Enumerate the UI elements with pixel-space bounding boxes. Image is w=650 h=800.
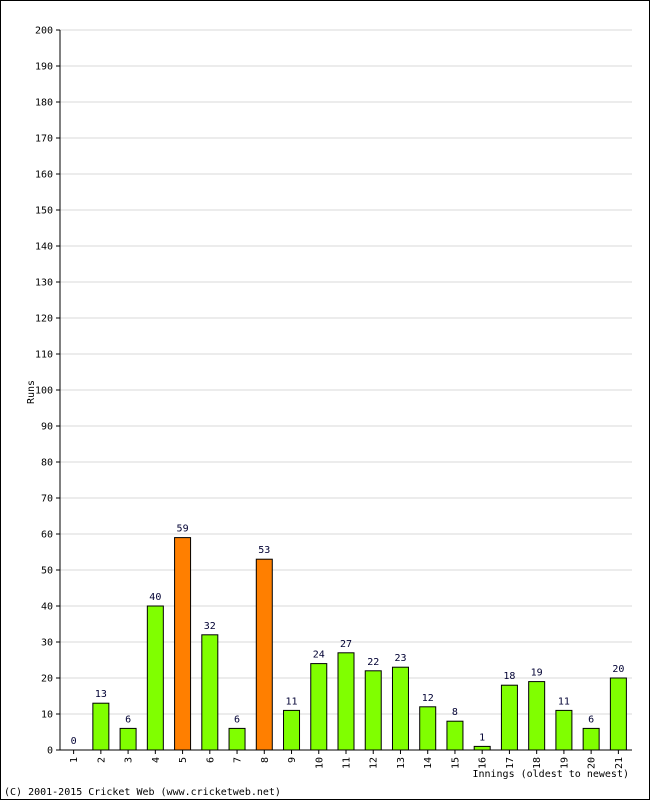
x-tick-label: 9 [287,757,298,763]
bar-innings-10 [310,663,328,751]
data-label: 1 [479,732,485,743]
x-tick-label: 5 [178,757,189,763]
y-tick-label: 50 [41,566,53,577]
y-tick-label: 180 [35,98,53,109]
bar-innings-16 [473,745,491,751]
data-label: 59 [177,524,189,535]
bar-innings-17 [500,684,518,751]
y-tick-label: 10 [41,710,53,721]
y-tick-label: 40 [41,602,53,613]
copyright-footer: (C) 2001-2015 Cricket Web (www.cricketwe… [4,787,281,798]
x-tick-label: 13 [396,757,407,769]
bar-innings-7 [228,727,246,751]
bar-innings-2 [92,702,110,751]
y-axis-title: Runs [26,380,37,404]
bar-innings-8 [255,558,273,751]
y-tick-label: 120 [35,314,53,325]
data-label: 23 [394,653,406,664]
bar-innings-14 [419,706,437,751]
y-tick-label: 100 [35,386,53,397]
y-tick-label: 140 [35,242,53,253]
data-label: 13 [95,689,107,700]
data-label: 8 [452,707,458,718]
data-label: 0 [71,736,77,747]
y-tick-label: 200 [35,26,53,37]
data-label: 24 [313,650,325,661]
x-tick-label: 3 [124,757,135,763]
y-tick-label: 0 [47,746,53,757]
bar-innings-11 [337,652,355,751]
y-tick-label: 60 [41,530,53,541]
bar-innings-18 [528,681,546,751]
x-tick-label: 12 [369,757,380,769]
x-tick-label: 19 [559,757,570,769]
data-labels: 0 13 6 40 59 32 6 53 11 24 27 22 23 12 8 1 18 19 11 6 20 [71,524,625,747]
data-label: 20 [612,664,624,675]
data-label: 53 [258,545,270,556]
y-tick-label: 110 [35,350,53,361]
bar-innings-6 [201,634,219,751]
data-label: 6 [588,714,594,725]
bars [92,537,627,751]
bar-innings-21 [609,677,627,751]
data-label: 11 [558,696,570,707]
x-tick-label: 21 [614,757,625,769]
data-label: 18 [503,671,515,682]
y-axis-ticks: 0 10 20 30 40 50 60 70 80 90 100 110 120 130 140 150 160… [35,26,60,757]
y-tick-label: 150 [35,206,53,217]
y-tick-label: 90 [41,422,53,433]
x-tick-label: 18 [532,757,543,769]
y-tick-label: 130 [35,278,53,289]
x-tick-label: 10 [314,757,325,769]
data-label: 22 [367,657,379,668]
x-tick-label: 15 [450,757,461,769]
bar-innings-20 [582,727,600,751]
bar-innings-13 [391,666,409,751]
y-tick-label: 30 [41,638,53,649]
bar-innings-9 [283,709,301,751]
bar-innings-3 [119,727,137,751]
y-tick-label: 190 [35,62,53,73]
data-label: 12 [422,693,434,704]
data-label: 6 [234,714,240,725]
y-tick-label: 80 [41,458,53,469]
x-tick-label: 4 [151,757,162,763]
data-label: 19 [531,668,543,679]
bar-innings-4 [146,605,164,751]
x-tick-label: 20 [587,757,598,769]
bar-innings-12 [364,670,382,751]
bar-innings-15 [446,720,464,751]
y-tick-label: 70 [41,494,53,505]
y-tick-label: 160 [35,170,53,181]
data-label: 40 [149,592,161,603]
grid-lines [60,29,632,715]
y-tick-label: 170 [35,134,53,145]
x-tick-label: 6 [205,757,216,763]
x-axis-title: Innings (oldest to newest) [472,769,629,780]
x-tick-label: 14 [423,757,434,769]
x-tick-label: 7 [233,757,244,763]
x-axis-ticks: 1 2 3 4 5 6 7 8 9 10 11 12 13 14 15 16 17 18 19 20 21 [69,750,625,769]
x-tick-label: 17 [505,757,516,769]
data-label: 27 [340,639,352,650]
y-tick-label: 20 [41,674,53,685]
data-label: 6 [125,714,131,725]
x-tick-label: 8 [260,757,271,763]
data-label: 32 [204,621,216,632]
bar-innings-19 [555,709,573,751]
data-label: 11 [286,696,298,707]
bar-innings-5 [174,537,192,751]
x-tick-label: 1 [69,757,80,763]
x-tick-label: 16 [478,757,489,769]
x-tick-label: 11 [342,757,353,769]
x-tick-label: 2 [96,757,107,763]
